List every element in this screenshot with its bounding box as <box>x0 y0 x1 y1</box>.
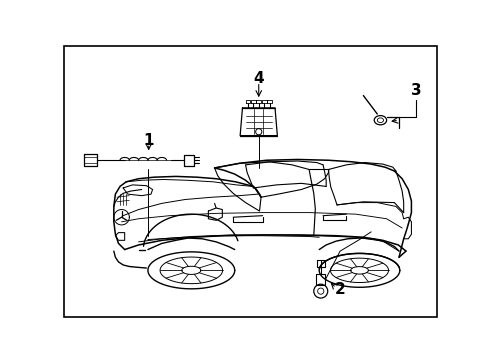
Text: 3: 3 <box>410 84 421 98</box>
Text: 1: 1 <box>143 134 154 148</box>
Text: 4: 4 <box>253 71 264 86</box>
Text: 2: 2 <box>334 282 345 297</box>
